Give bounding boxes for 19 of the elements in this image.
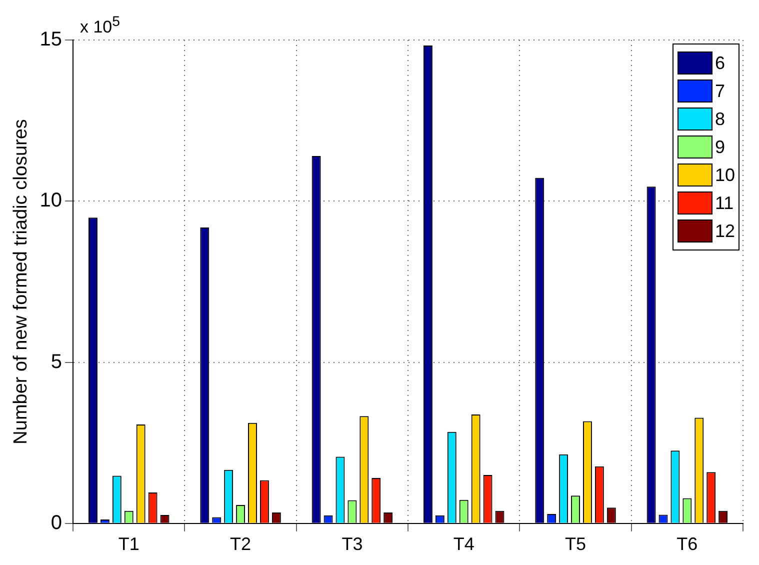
- y-tick-label: 5: [50, 350, 62, 373]
- y-axis-title: Number of new formed triadic closures: [10, 119, 32, 444]
- text: x 10$^{5}$: [80, 14, 120, 38]
- y-tick-label: 0: [50, 512, 62, 534]
- y-tick-label: 15: [40, 28, 62, 51]
- legend-label: 12: [715, 220, 736, 241]
- x-tick-label: T3: [342, 534, 363, 554]
- legend-label: 11: [715, 192, 734, 213]
- y-tick-label: 10: [40, 190, 62, 212]
- legend-label: 8: [715, 108, 726, 129]
- x-tick-label: T6: [676, 534, 698, 554]
- legend-label: 9: [715, 136, 726, 157]
- x-tick-label: T1: [118, 534, 140, 554]
- x-tick-label: T5: [565, 534, 586, 554]
- x-tick-label: T4: [453, 534, 474, 554]
- legend-label: 6: [715, 52, 726, 73]
- x-tick-label: T2: [230, 534, 252, 554]
- legend-label: 10: [715, 164, 736, 185]
- legend-label: 7: [715, 80, 726, 101]
